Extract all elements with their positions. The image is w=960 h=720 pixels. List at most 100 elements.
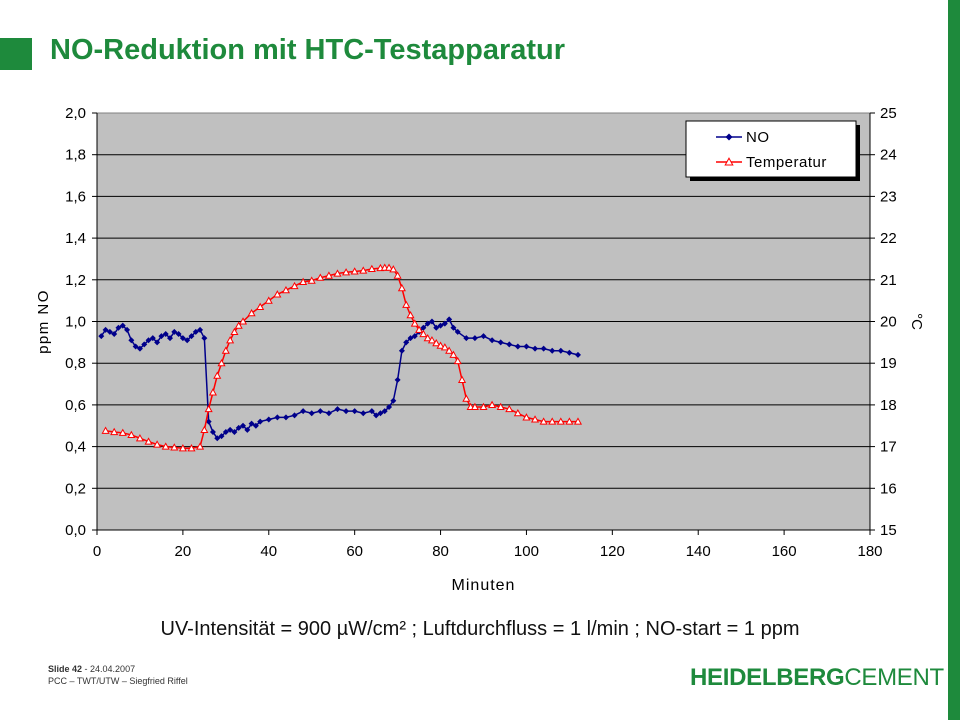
no-data-point — [317, 408, 324, 415]
temperatur-data-point — [457, 375, 467, 383]
slide-title: NO-Reduktion mit HTC-Testapparatur — [50, 34, 566, 66]
no-data-point — [450, 324, 457, 331]
temperatur-data-point — [522, 413, 531, 421]
temperatur-data-point — [402, 300, 411, 308]
no-data-point — [218, 433, 225, 440]
gridlines — [96, 113, 871, 531]
footer-date: - 24.04.2007 — [82, 664, 136, 674]
temperatur-data-point — [406, 311, 415, 319]
no-data-point — [540, 345, 547, 352]
chart-svg: 0,0 0,2 0,4 0,6 0,8 1,0 1,2 1,4 1,6 1,8 2,0 15 16 17… — [35, 105, 925, 594]
x-tick-label: 100 — [514, 543, 539, 560]
y2-tick-label: 22 — [880, 230, 897, 247]
y-axis-ticks: 0,0 0,2 0,4 0,6 0,8 1,0 1,2 1,4 1,6 1,8 2,0 — [65, 105, 97, 539]
temperatur-data-point — [453, 356, 462, 365]
no-data-point — [446, 316, 453, 323]
y2-tick-label: 15 — [880, 522, 897, 539]
no-data-point — [175, 331, 182, 338]
no-data-point — [373, 412, 380, 419]
y-tick-label: 1,4 — [65, 230, 86, 247]
temperatur-data-point — [281, 285, 291, 294]
no-data-point — [235, 424, 242, 431]
temperatur-data-point — [247, 308, 256, 317]
temperatur-data-point — [187, 444, 196, 452]
no-data-point — [532, 345, 539, 352]
no-data-point — [154, 339, 161, 346]
no-data-point — [248, 420, 255, 427]
y-tick-label: 0,6 — [65, 397, 86, 414]
no-data-point — [390, 397, 397, 404]
legend-label-temperatur: Temperatur — [746, 154, 827, 171]
heidelbergcement-logo: HEIDELBERGCEMENT — [690, 664, 944, 692]
slide-footer: Slide 42 - 24.04.2007 PCC – TWT/UTW – Si… — [48, 663, 188, 687]
x-tick-label: 80 — [432, 543, 449, 560]
y-tick-label: 1,6 — [65, 188, 86, 205]
x-tick-label: 140 — [686, 543, 711, 560]
temperatur-data-point — [110, 427, 119, 436]
no-data-point — [377, 410, 384, 417]
temperatur-data-point — [101, 426, 110, 434]
no-data-point — [394, 376, 401, 383]
temperatur-data-point — [170, 443, 179, 451]
no-data-point — [128, 337, 135, 344]
temperatur-data-point — [290, 281, 299, 290]
x-tick-label: 20 — [175, 543, 192, 560]
no-data-point — [386, 403, 393, 410]
no-data-point — [106, 328, 113, 335]
no-data-point — [265, 416, 272, 423]
y2-tick-label: 23 — [880, 188, 897, 205]
no-data-point — [197, 326, 204, 333]
y2-tick-label: 19 — [880, 355, 897, 372]
experiment-caption: UV-Intensität = 900 µW/cm² ; Luftdurchfl… — [160, 618, 800, 640]
temperatur-data-point — [200, 425, 209, 433]
chart-legend: NO Temperatur — [685, 120, 860, 181]
no-data-point — [167, 335, 174, 342]
temperatur-data-point — [264, 296, 273, 304]
temperatur-data-point — [445, 346, 454, 354]
no-data-point — [240, 422, 247, 429]
temperatur-data-point — [135, 434, 144, 442]
no-data-point — [308, 410, 315, 417]
no-data-point — [291, 412, 298, 419]
no-data-point — [111, 331, 118, 338]
no-data-point — [188, 333, 195, 340]
temperatur-data-point — [213, 371, 222, 379]
no-data-point — [209, 429, 216, 436]
temperatur-data-point — [161, 442, 170, 450]
no-data-point — [420, 324, 427, 331]
no-data-point — [574, 351, 581, 358]
temperatur-data-point — [419, 329, 428, 338]
y2-axis-label: °C — [908, 313, 925, 330]
no-data-point — [132, 343, 139, 350]
no-data-point — [205, 418, 212, 425]
no-data-point — [244, 426, 251, 433]
x-tick-label: 40 — [260, 543, 277, 560]
no-data-point — [351, 408, 358, 415]
no-data-point — [480, 333, 487, 340]
no-data-point — [368, 408, 375, 415]
no-data-point — [557, 347, 564, 354]
x-tick-label: 60 — [346, 543, 363, 560]
temperatur-data-point — [256, 302, 265, 310]
temperatur-data-point — [307, 276, 316, 284]
temperatur-data-point — [324, 271, 333, 279]
temperatur-data-point — [479, 402, 488, 411]
no-data-point — [514, 343, 521, 350]
temperatur-data-point — [548, 417, 557, 425]
no-data-point — [274, 414, 281, 421]
temperatur-data-point — [415, 325, 424, 333]
series-layer — [98, 263, 583, 452]
no-data-point — [300, 408, 307, 415]
right-accent-stripe — [948, 0, 960, 720]
no-data-point — [145, 337, 152, 344]
y-tick-label: 1,0 — [65, 314, 86, 331]
temperatur-data-point — [153, 440, 162, 448]
no-data-point — [222, 429, 229, 436]
no-data-point — [136, 345, 143, 352]
temperatur-data-point — [238, 317, 248, 325]
no-data-point — [227, 426, 234, 433]
temperatur-data-point — [208, 388, 217, 396]
no-data-point — [403, 339, 410, 346]
temperatur-data-point — [273, 290, 282, 298]
y-tick-label: 0,2 — [65, 480, 86, 497]
